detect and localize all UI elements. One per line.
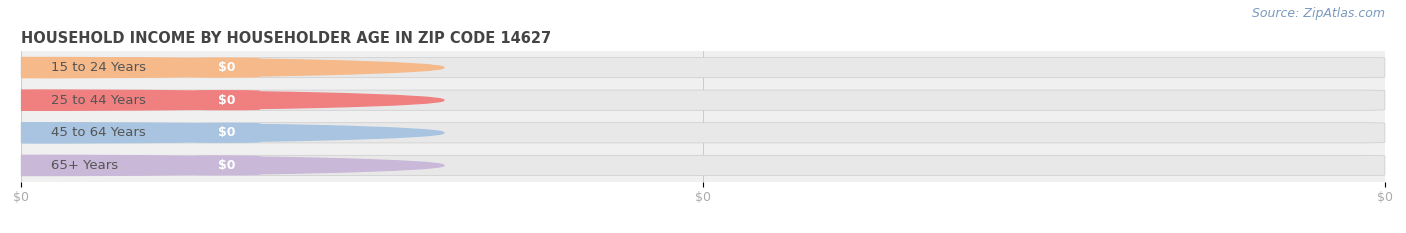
- FancyBboxPatch shape: [21, 123, 1385, 143]
- FancyBboxPatch shape: [194, 90, 260, 110]
- Text: Source: ZipAtlas.com: Source: ZipAtlas.com: [1251, 7, 1385, 20]
- Text: 15 to 24 Years: 15 to 24 Years: [51, 61, 146, 74]
- FancyBboxPatch shape: [21, 123, 260, 143]
- FancyBboxPatch shape: [21, 155, 1385, 175]
- Text: $0: $0: [218, 126, 236, 139]
- Text: 45 to 64 Years: 45 to 64 Years: [51, 126, 146, 139]
- Circle shape: [0, 155, 444, 175]
- Text: HOUSEHOLD INCOME BY HOUSEHOLDER AGE IN ZIP CODE 14627: HOUSEHOLD INCOME BY HOUSEHOLDER AGE IN Z…: [21, 31, 551, 46]
- FancyBboxPatch shape: [21, 90, 260, 110]
- FancyBboxPatch shape: [194, 155, 260, 175]
- Text: $0: $0: [218, 159, 236, 172]
- Circle shape: [0, 58, 444, 78]
- Text: 65+ Years: 65+ Years: [51, 159, 118, 172]
- Text: 25 to 44 Years: 25 to 44 Years: [51, 94, 146, 107]
- FancyBboxPatch shape: [21, 58, 1385, 78]
- Text: $0: $0: [218, 61, 236, 74]
- FancyBboxPatch shape: [21, 90, 1385, 110]
- FancyBboxPatch shape: [194, 58, 260, 78]
- FancyBboxPatch shape: [21, 155, 260, 175]
- Circle shape: [0, 123, 444, 143]
- FancyBboxPatch shape: [194, 123, 260, 143]
- FancyBboxPatch shape: [21, 58, 260, 78]
- Text: $0: $0: [218, 94, 236, 107]
- Circle shape: [0, 90, 444, 110]
